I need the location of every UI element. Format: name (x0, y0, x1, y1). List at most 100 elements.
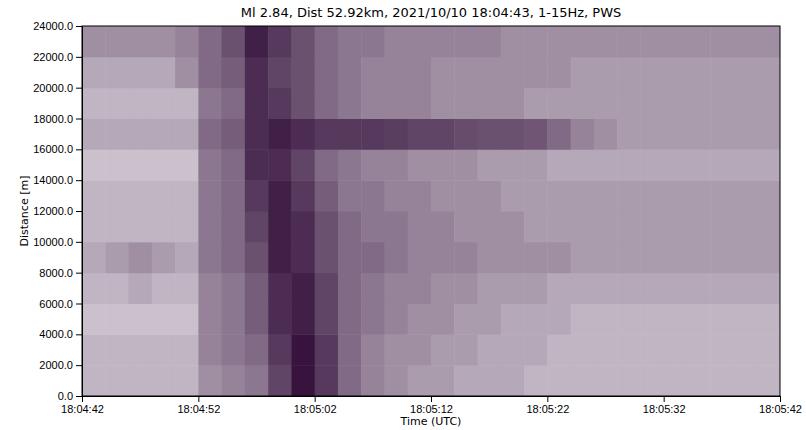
heat-cell (640, 273, 664, 304)
heat-cell (640, 304, 664, 335)
heat-cell (431, 57, 455, 88)
heat-cell (291, 88, 315, 119)
y-tick-label: 20000.0 (33, 82, 73, 94)
heat-cell (617, 304, 641, 335)
heat-cell (710, 334, 734, 365)
heat-cell (82, 242, 106, 273)
heat-cell (687, 242, 711, 273)
heat-cell (547, 273, 571, 304)
y-tick-label: 4000.0 (39, 328, 73, 340)
plot-frame (82, 26, 780, 396)
y-tick: 24000.0 (33, 20, 82, 32)
heat-cell (245, 365, 269, 396)
heat-cell (478, 273, 502, 304)
heat-cell (152, 180, 176, 211)
heat-cell (245, 119, 269, 150)
heat-cell (315, 149, 339, 180)
heat-cell (478, 242, 502, 273)
heat-cell (384, 304, 408, 335)
heat-cell (431, 119, 455, 150)
heat-cell (454, 149, 478, 180)
heat-cell (315, 304, 339, 335)
heat-cell (175, 273, 199, 304)
x-tick-mark (82, 396, 83, 402)
heat-cell (524, 149, 548, 180)
y-tick-label: 6000.0 (39, 298, 73, 310)
heat-cell (315, 26, 339, 57)
heat-cell (733, 119, 757, 150)
heat-cell (291, 273, 315, 304)
heat-cell (268, 242, 292, 273)
heat-cell (222, 242, 246, 273)
heat-cell (710, 211, 734, 242)
heat-cell (315, 88, 339, 119)
heat-cell (105, 180, 129, 211)
heat-cell (594, 304, 618, 335)
heat-cell (617, 211, 641, 242)
heat-cell (431, 304, 455, 335)
heat-cell (268, 57, 292, 88)
x-tick-mark (431, 396, 432, 402)
heat-cell (129, 119, 153, 150)
heat-cell (384, 180, 408, 211)
heat-cell (640, 180, 664, 211)
heat-cell (454, 26, 478, 57)
heat-cell (594, 57, 618, 88)
heat-cell (175, 211, 199, 242)
heat-cell (129, 334, 153, 365)
heat-cell (408, 211, 432, 242)
heat-cell (198, 57, 222, 88)
heat-cell (105, 273, 129, 304)
y-tick-mark (76, 273, 82, 274)
heat-cell (129, 149, 153, 180)
heat-cell (361, 242, 385, 273)
x-tick: 18:04:52 (177, 396, 220, 415)
x-axis-title: Time (UTC) (400, 415, 462, 428)
heat-cell (384, 211, 408, 242)
heat-cell (175, 26, 199, 57)
heat-cell (594, 365, 618, 396)
heat-cell (431, 26, 455, 57)
y-tick-label: 24000.0 (33, 20, 73, 32)
heat-cell (617, 334, 641, 365)
heat-cell (129, 57, 153, 88)
heat-cell (315, 211, 339, 242)
heat-cell (315, 334, 339, 365)
heat-cell (733, 242, 757, 273)
heat-cell (152, 88, 176, 119)
heat-cell (338, 149, 362, 180)
heat-cell (571, 149, 595, 180)
heat-cell (571, 242, 595, 273)
y-tick-mark (76, 57, 82, 58)
heat-cell (222, 119, 246, 150)
y-tick-mark (76, 26, 82, 27)
heat-cell (152, 304, 176, 335)
heat-cell (478, 180, 502, 211)
y-tick-label: 14000.0 (33, 174, 73, 186)
heat-cell (198, 334, 222, 365)
heat-cell (105, 88, 129, 119)
heat-cell (501, 304, 525, 335)
heat-cell (338, 119, 362, 150)
heat-cell (408, 242, 432, 273)
heat-cell (315, 273, 339, 304)
heat-cell (408, 57, 432, 88)
heat-cell (129, 242, 153, 273)
heat-cell (431, 211, 455, 242)
heat-cell (617, 88, 641, 119)
heat-cell (454, 273, 478, 304)
heat-cell (547, 149, 571, 180)
heat-cell (361, 211, 385, 242)
heat-cell (501, 26, 525, 57)
heat-cell (757, 211, 780, 242)
heat-cell (501, 273, 525, 304)
heat-cell (757, 57, 780, 88)
heat-cell (664, 88, 688, 119)
heat-cell (245, 88, 269, 119)
heat-cell (361, 119, 385, 150)
heat-cell (524, 88, 548, 119)
heat-cell (361, 57, 385, 88)
heat-cell (617, 57, 641, 88)
heat-cell (431, 242, 455, 273)
heat-cell (478, 211, 502, 242)
